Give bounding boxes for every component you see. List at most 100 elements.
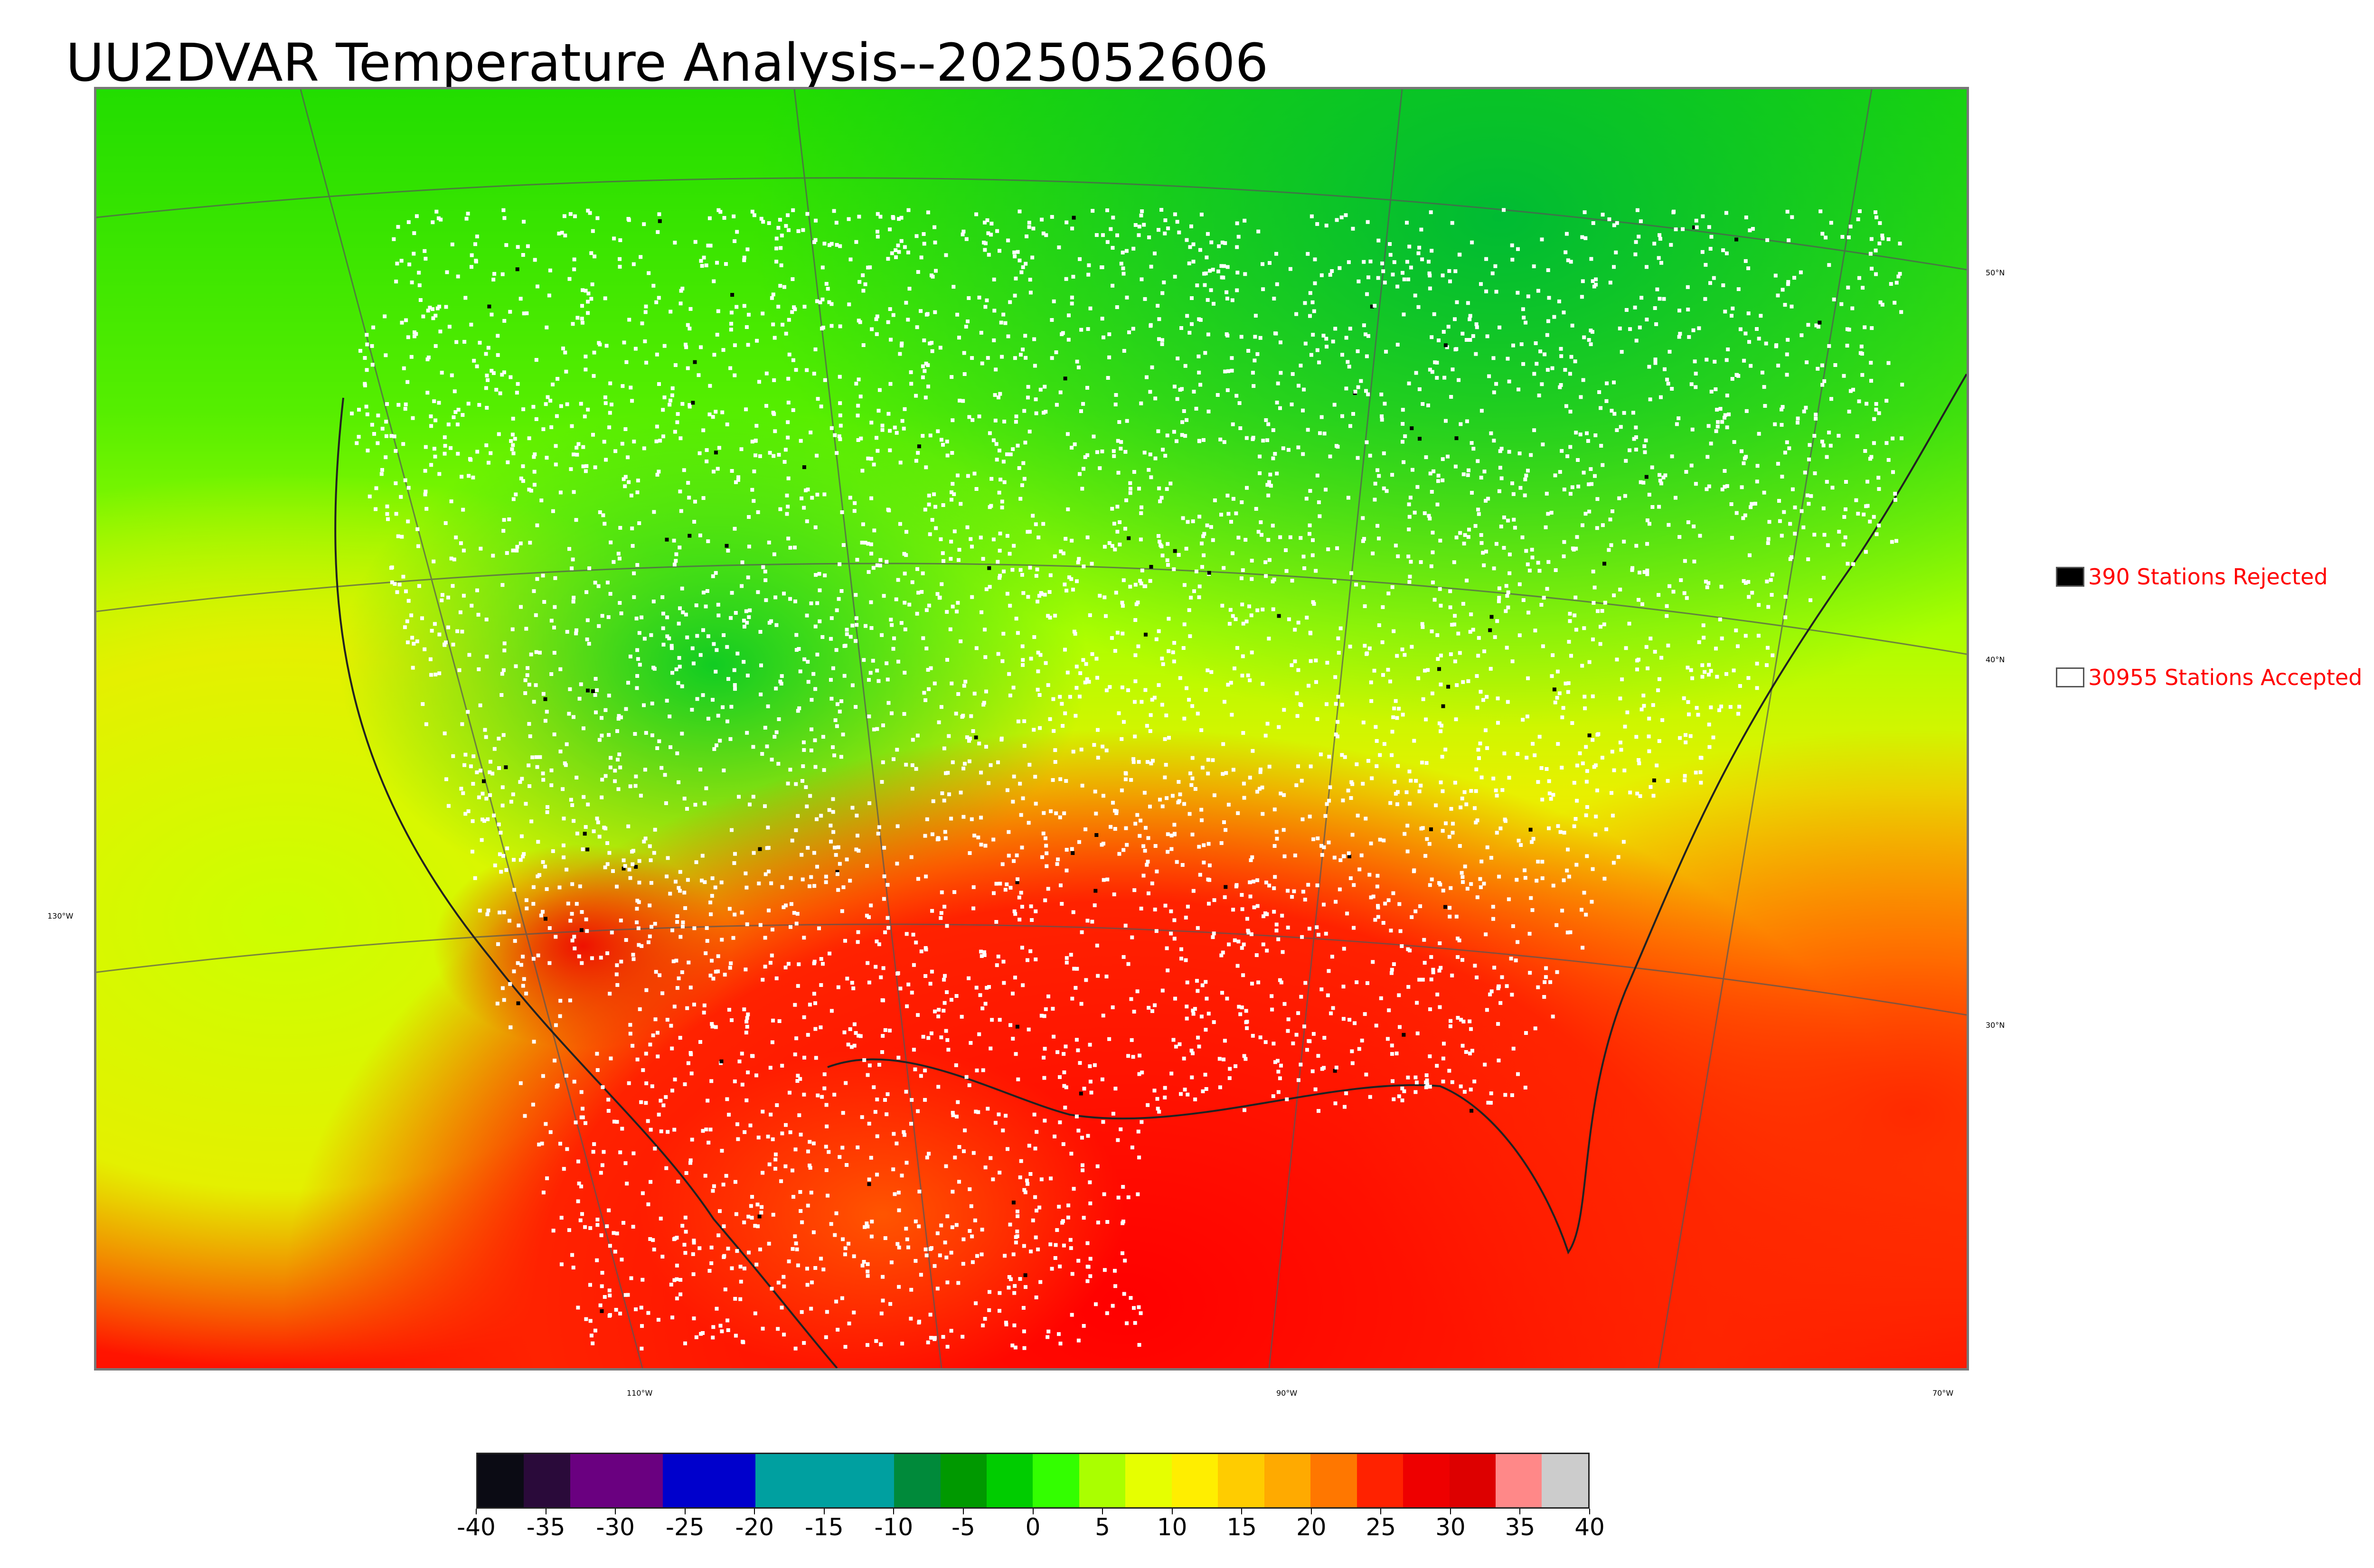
accepted-station-dot (734, 1333, 738, 1338)
accepted-station-dot (1344, 336, 1348, 340)
accepted-station-dot (1087, 263, 1091, 267)
accepted-station-dot (1581, 761, 1585, 765)
accepted-station-dot (568, 919, 573, 923)
accepted-station-dot (826, 287, 830, 291)
accepted-station-dot (613, 769, 617, 773)
accepted-station-dot (1019, 813, 1023, 817)
accepted-station-dot (1248, 678, 1252, 683)
accepted-station-dot (470, 265, 473, 269)
accepted-station-dot (541, 860, 545, 864)
accepted-station-dot (439, 217, 443, 222)
accepted-station-dot (796, 984, 800, 988)
accepted-station-dot (563, 350, 567, 355)
accepted-station-dot (438, 329, 443, 334)
accepted-station-dot (1600, 609, 1604, 613)
accepted-station-dot (1485, 1008, 1489, 1012)
accepted-station-dot (1723, 469, 1727, 473)
accepted-station-dot (1024, 262, 1028, 266)
accepted-station-dot (688, 404, 692, 409)
accepted-station-dot (1044, 1007, 1048, 1011)
accepted-station-dot (740, 560, 744, 564)
accepted-station-dot (1886, 361, 1891, 365)
accepted-station-dot (1367, 646, 1372, 650)
accepted-station-dot (1340, 353, 1344, 357)
accepted-station-dot (1748, 228, 1752, 233)
accepted-station-dot (992, 338, 996, 342)
accepted-station-dot (705, 459, 709, 463)
accepted-station-dot (1499, 447, 1504, 451)
accepted-station-dot (1880, 234, 1884, 238)
accepted-station-dot (876, 230, 879, 234)
accepted-station-dot (742, 258, 746, 263)
accepted-station-dot (1499, 525, 1503, 529)
accepted-station-dot (1014, 1235, 1018, 1239)
accepted-station-dot (1032, 635, 1036, 639)
accepted-station-dot (712, 1184, 716, 1188)
accepted-station-dot (905, 1237, 909, 1241)
accepted-station-dot (957, 558, 961, 562)
accepted-station-dot (954, 712, 958, 716)
accepted-station-dot (1161, 662, 1165, 667)
accepted-station-dot (1743, 259, 1748, 263)
accepted-station-dot (1226, 512, 1231, 516)
accepted-station-dot (1220, 603, 1225, 608)
accepted-station-dot (767, 540, 771, 545)
rejected-station-dot (1410, 426, 1414, 431)
accepted-station-dot (718, 1324, 723, 1328)
accepted-station-dot (1681, 227, 1685, 231)
accepted-station-dot (575, 831, 579, 836)
accepted-station-dot (1137, 1343, 1141, 1347)
accepted-station-dot (1100, 843, 1104, 847)
accepted-station-dot (1160, 554, 1165, 558)
accepted-station-dot (730, 1018, 734, 1022)
accepted-station-dot (1184, 546, 1188, 551)
accepted-station-dot (1071, 274, 1075, 279)
accepted-station-dot (921, 375, 925, 379)
accepted-station-dot (1565, 868, 1569, 873)
accepted-station-dot (1707, 663, 1711, 667)
accepted-station-dot (1155, 1097, 1159, 1101)
accepted-station-dot (1723, 485, 1727, 489)
accepted-station-dot (840, 510, 844, 514)
accepted-station-dot (622, 477, 626, 481)
accepted-station-dot (603, 774, 608, 778)
accepted-station-dot (636, 479, 640, 483)
accepted-station-dot (1517, 451, 1522, 456)
accepted-station-dot (380, 468, 384, 472)
accepted-station-dot (1507, 897, 1511, 901)
accepted-station-dot (1094, 1302, 1098, 1306)
accepted-station-dot (892, 757, 895, 761)
accepted-station-dot (782, 285, 786, 289)
accepted-station-dot (754, 453, 757, 458)
accepted-station-dot (1047, 590, 1052, 594)
accepted-station-dot (655, 473, 659, 477)
accepted-station-dot (1382, 451, 1386, 455)
accepted-station-dot (370, 344, 374, 348)
accepted-station-dot (1189, 595, 1193, 600)
accepted-station-dot (1133, 653, 1138, 657)
accepted-station-dot (778, 507, 782, 511)
accepted-station-dot (1055, 1228, 1059, 1232)
accepted-station-dot (627, 1081, 631, 1085)
rejected-station-dot (544, 917, 547, 921)
accepted-station-dot (980, 610, 984, 614)
accepted-station-dot (924, 465, 928, 469)
accepted-station-dot (1392, 1097, 1396, 1101)
accepted-station-dot (845, 857, 849, 862)
accepted-station-dot (688, 1161, 692, 1165)
accepted-station-dot (683, 1215, 688, 1220)
accepted-station-dot (1064, 277, 1068, 281)
accepted-station-dot (776, 225, 781, 230)
accepted-station-dot (1286, 1017, 1291, 1022)
accepted-station-dot (1665, 614, 1669, 618)
accepted-station-dot (1111, 1304, 1115, 1308)
accepted-station-dot (773, 1152, 778, 1156)
accepted-station-dot (704, 786, 708, 790)
accepted-station-dot (1572, 824, 1576, 828)
accepted-station-dot (774, 246, 779, 251)
accepted-station-dot (1046, 1329, 1051, 1333)
accepted-station-dot (1340, 703, 1344, 707)
accepted-station-dot (1261, 812, 1265, 816)
rejected-station-dot (730, 293, 735, 297)
accepted-station-dot (1705, 487, 1709, 491)
